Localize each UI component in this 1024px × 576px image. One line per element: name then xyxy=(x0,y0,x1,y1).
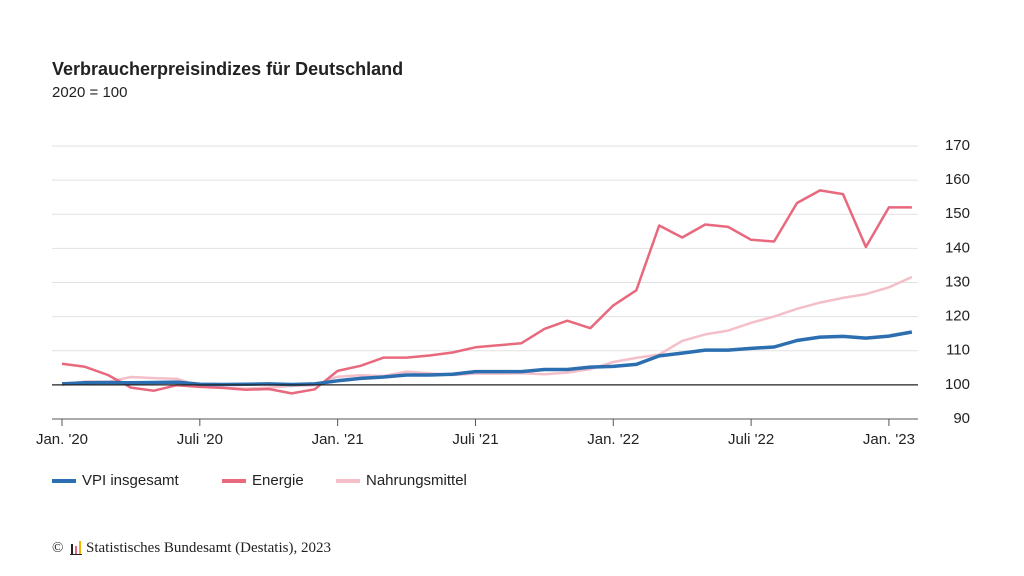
x-tick-label: Juli '20 xyxy=(177,431,223,448)
y-tick-label: 90 xyxy=(953,410,970,427)
legend-label: VPI insgesamt xyxy=(82,472,180,489)
x-tick-label: Jan. '22 xyxy=(587,431,639,448)
chart-subtitle: 2020 = 100 xyxy=(52,84,128,101)
x-tick-label: Jan. '20 xyxy=(36,431,88,448)
series-line xyxy=(61,189,912,395)
legend-label: Energie xyxy=(252,472,304,489)
x-tick-label: Juli '21 xyxy=(452,431,498,448)
y-tick-label: 160 xyxy=(945,171,970,188)
y-tick-label: 170 xyxy=(945,137,970,154)
y-tick-label: 120 xyxy=(945,308,970,325)
x-tick-label: Jan. '23 xyxy=(863,431,915,448)
legend-label: Nahrungsmittel xyxy=(366,472,467,489)
y-tick-label: 130 xyxy=(945,273,970,290)
y-tick-label: 100 xyxy=(945,376,970,393)
y-tick-label: 140 xyxy=(945,239,970,256)
y-tick-label: 110 xyxy=(946,342,970,359)
x-tick-label: Jan. '21 xyxy=(312,431,364,448)
source-icon xyxy=(70,541,82,555)
x-tick-label: Juli '22 xyxy=(728,431,774,448)
chart-title: Verbraucherpreisindizes für Deutschland xyxy=(52,59,403,79)
y-tick-label: 150 xyxy=(945,205,970,222)
series-line xyxy=(61,330,913,387)
source: © Statistisches Bundesamt (Destatis), 202… xyxy=(52,540,331,556)
